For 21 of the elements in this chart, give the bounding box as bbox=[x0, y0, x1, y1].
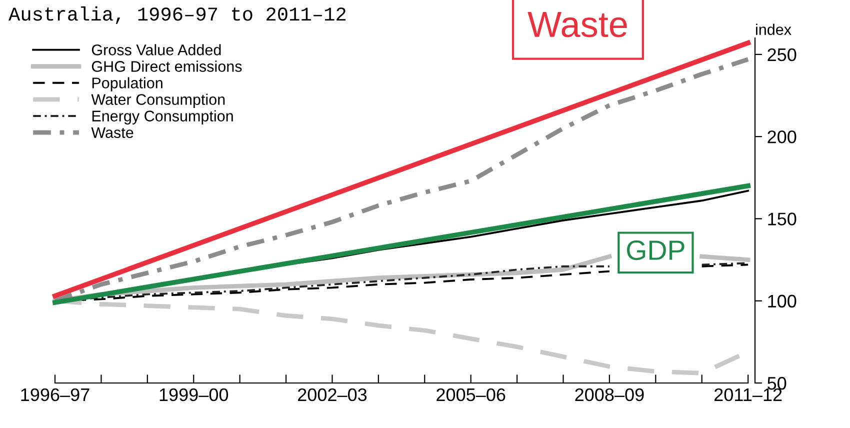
legend-label: Population bbox=[92, 77, 162, 92]
legend-label: Waste bbox=[91, 127, 134, 138]
y-tick-label: 200 bbox=[768, 130, 796, 144]
y-tick-label: 100 bbox=[768, 294, 796, 308]
annotation: GDP bbox=[626, 240, 684, 260]
x-tick-label: 2005–06 bbox=[436, 388, 506, 402]
y-tick-label: 250 bbox=[768, 48, 796, 62]
x-tick-label: 2008–09 bbox=[575, 388, 644, 402]
legend-label: Energy Consumption bbox=[92, 110, 233, 124]
legend-label: Gross Value Added bbox=[92, 44, 221, 56]
legend-label: Water Consumption bbox=[91, 94, 225, 108]
x-tick-label: 2011–12 bbox=[714, 388, 782, 402]
x-tick-label: 1999–00 bbox=[160, 388, 228, 402]
x-tick-label: 1996–97 bbox=[21, 388, 90, 402]
chart-title: Australia, 1996–97 to 2011–12 bbox=[8, 6, 346, 24]
text: Waste bbox=[528, 12, 627, 38]
legend-label: GHG Direct emissions bbox=[92, 60, 242, 72]
y-tick-label: 150 bbox=[768, 212, 796, 226]
y-axis-title: index bbox=[756, 24, 792, 35]
y-tick-label: 50 bbox=[768, 376, 786, 390]
x-tick-label: 2002–03 bbox=[298, 388, 367, 402]
